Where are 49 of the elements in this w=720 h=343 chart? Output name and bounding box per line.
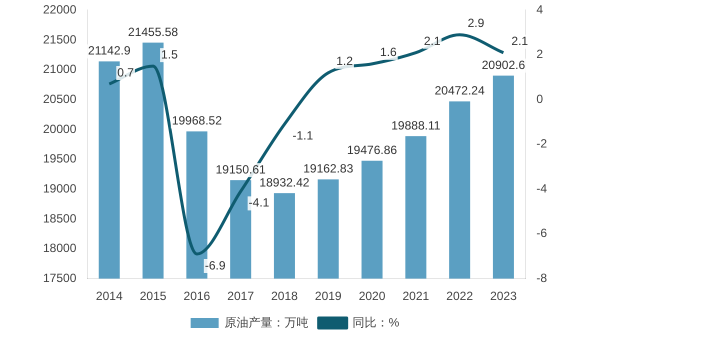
data-label: -4.1	[248, 196, 270, 210]
y2-tick-label: 0	[536, 92, 544, 106]
data-label: 1.5	[161, 47, 178, 62]
y-tick-label: 22000	[42, 2, 77, 17]
y2-tick-label: 2	[536, 47, 544, 62]
y-tick-label: 19000	[42, 181, 77, 196]
y2-tick-label: 4	[536, 2, 544, 17]
data-label: 2.9	[468, 16, 485, 30]
x-tick-label: 2020	[358, 289, 386, 304]
data-label: 2.1	[424, 34, 441, 48]
data-label: 19476.86	[347, 143, 398, 158]
data-label: 1.6	[380, 45, 398, 60]
data-label: 20472.24	[434, 84, 485, 98]
x-tick-label: 2017	[227, 289, 254, 304]
x-tick-label: 2021	[402, 289, 430, 304]
data-label: 18932.42	[259, 175, 310, 190]
data-label: -6.9	[204, 258, 226, 272]
data-label: 2.1	[511, 34, 528, 48]
y-tick-label: 18000	[42, 241, 77, 256]
x-tick-label: 2016	[184, 289, 211, 304]
y-tick-label: 20000	[42, 122, 77, 136]
legend-label: 同比：%	[352, 315, 400, 330]
y-tick-label: 21000	[42, 62, 77, 76]
legend-label: 原油产量：万吨	[224, 315, 309, 330]
data-label: 21455.58	[128, 24, 178, 39]
data-label: 19968.52	[172, 114, 222, 128]
data-label: 20902.6	[482, 58, 526, 72]
data-label: 0.7	[117, 65, 134, 80]
data-label: -1.1	[292, 128, 314, 143]
y-tick-label: 19500	[42, 152, 77, 166]
y-tick-label: 20500	[42, 92, 77, 106]
y-tick-label: 17500	[42, 270, 77, 285]
data-label: 19150.61	[216, 162, 266, 176]
x-tick-label: 2018	[271, 289, 298, 304]
x-tick-label: 2014	[96, 289, 123, 304]
y2-tick-label: -4	[536, 181, 548, 196]
y-tick-label: 18500	[42, 211, 77, 226]
y2-tick-label: -2	[536, 136, 548, 151]
data-label: 1.2	[336, 54, 354, 68]
x-tick-label: 2023	[490, 289, 518, 304]
x-tick-label: 2015	[140, 289, 167, 304]
x-tick-label: 2019	[314, 289, 342, 304]
y-tick-label: 21500	[42, 32, 77, 46]
data-label: 19888.11	[391, 118, 441, 132]
data-label: 19162.83	[303, 162, 354, 176]
data-label: 21142.9	[88, 44, 131, 58]
x-tick-label: 2022	[446, 289, 474, 304]
y2-tick-label: -8	[536, 270, 548, 285]
y2-tick-label: -6	[536, 226, 548, 240]
